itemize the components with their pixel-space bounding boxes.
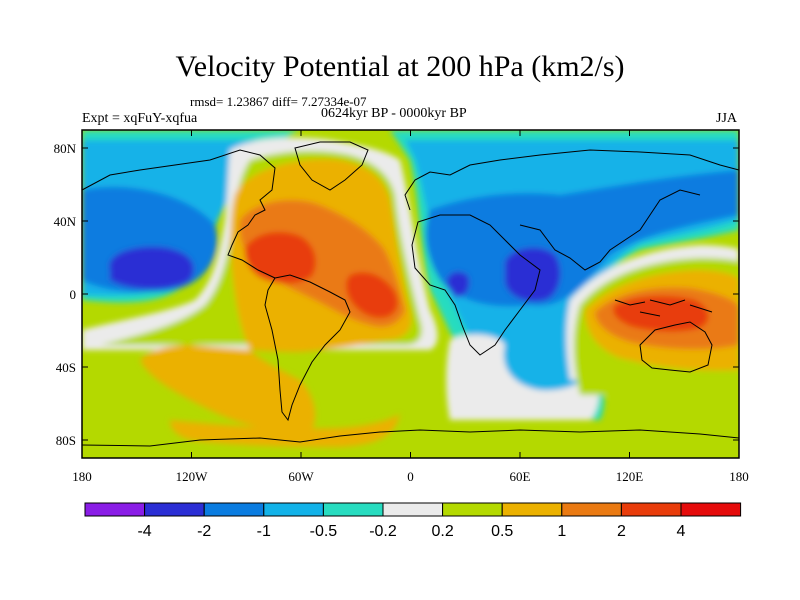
x-label-60e: 60E [510, 469, 531, 484]
colorbar-label-0: -4 [137, 523, 151, 540]
contour-neg-2-africa [505, 247, 561, 302]
map-title: Velocity Potential at 200 hPa (km2/s) [175, 50, 625, 83]
coast-antarctica [82, 429, 739, 447]
colorbar-box-4 [322, 502, 384, 517]
coastlines [82, 141, 739, 447]
coast-maritime-islands [614, 299, 713, 317]
contour-neg-2-pacific [109, 246, 194, 289]
coast-north-america [82, 149, 276, 279]
contour-neg-2-congo [446, 271, 470, 298]
coast-australia [639, 321, 713, 373]
colorbar: -4 -2 -1 -0.5 -0.2 0.2 0.5 1 2 4 [84, 502, 742, 540]
colorbar-box-6 [442, 502, 503, 517]
colorbar-label-1: -2 [197, 523, 211, 540]
colorbar-box-1 [144, 502, 205, 517]
coast-greenland [294, 141, 369, 191]
y-label-0: 0 [70, 287, 77, 302]
y-label-40n: 40N [54, 214, 77, 229]
colorbar-box-8 [561, 502, 622, 517]
colorbar-box-0 [84, 502, 146, 517]
statistics-text: rmsd= 1.23867 diff= 7.27334e-07 [190, 94, 367, 109]
contour-pos-4-atlantic-eq [346, 272, 398, 318]
x-label-180e: 180 [729, 469, 749, 484]
contour-fills [82, 130, 739, 447]
contour-neg-1-east [425, 170, 739, 307]
experiment-label: Expt = xqFuY-xqfua [82, 111, 198, 126]
x-label-120w: 120W [176, 469, 209, 484]
colorbar-labels: -4 -2 -1 -0.5 -0.2 0.2 0.5 1 2 4 [137, 523, 685, 540]
colorbar-boxes [84, 502, 742, 517]
colorbar-label-5: 0.2 [431, 523, 453, 540]
colorbar-box-10 [680, 502, 742, 517]
coast-asia-south [519, 189, 701, 271]
contour-neutral-tongue [446, 334, 600, 420]
map-field [82, 130, 739, 458]
x-label-0: 0 [407, 469, 414, 484]
colorbar-label-8: 2 [617, 523, 626, 540]
season-label: JJA [716, 111, 738, 126]
colorbar-label-4: -0.2 [369, 523, 397, 540]
period-label: 0624kyr BP - 0000kyr BP [321, 106, 467, 121]
x-label-120e: 120E [616, 469, 644, 484]
x-label-180w: 180 [72, 469, 92, 484]
y-label-40s: 40S [56, 360, 76, 375]
y-tick-labels: 80N 40N 0 40S 80S [54, 141, 77, 448]
contour-pos-4-caribbean [244, 232, 316, 284]
colorbar-label-9: 4 [677, 523, 686, 540]
coast-south-america [264, 274, 351, 422]
y-ticks [82, 147, 739, 441]
x-tick-labels: 180 120W 60W 0 60E 120E 180 [72, 469, 749, 484]
colorbar-label-3: -0.5 [310, 523, 338, 540]
coast-africa [411, 214, 541, 356]
x-ticks [81, 130, 740, 458]
coast-europe-asia [404, 149, 739, 211]
colorbar-box-2 [203, 502, 265, 517]
x-label-60w: 60W [288, 469, 314, 484]
colorbar-box-9 [620, 502, 682, 517]
colorbar-label-7: 1 [557, 523, 566, 540]
colorbar-box-7 [501, 502, 563, 517]
y-label-80s: 80S [56, 433, 76, 448]
colorbar-box-3 [263, 502, 324, 517]
colorbar-label-2: -1 [257, 523, 271, 540]
colorbar-box-5 [382, 502, 444, 517]
colorbar-label-6: 0.5 [491, 523, 513, 540]
y-label-80n: 80N [54, 141, 77, 156]
